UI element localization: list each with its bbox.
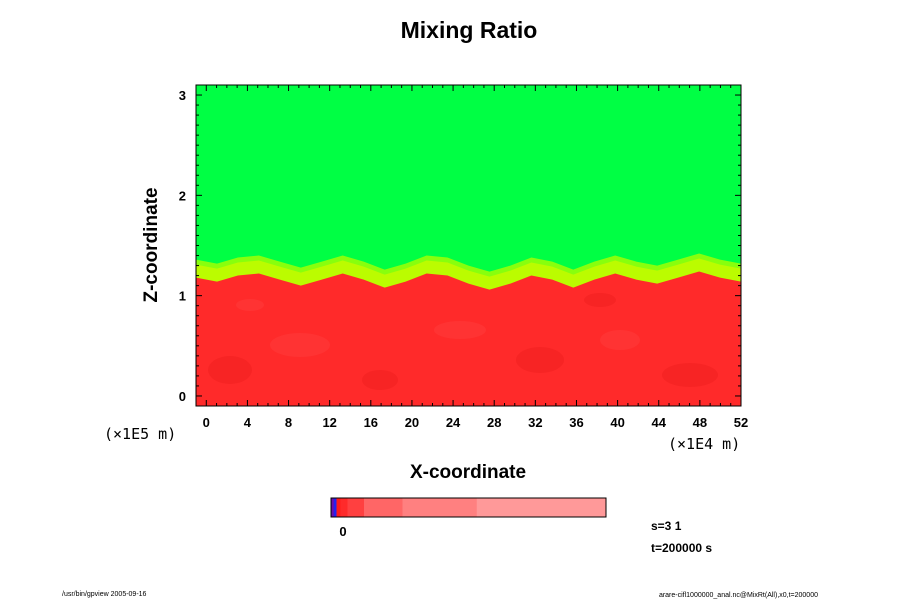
texture-blob — [362, 370, 398, 390]
x-tick-label: 36 — [569, 415, 583, 430]
plot-area — [195, 84, 742, 407]
texture-blob — [662, 363, 718, 387]
colorbar-frame — [330, 497, 607, 518]
chart-title: Mixing Ratio — [401, 17, 538, 43]
y-tick-label: 0 — [179, 389, 186, 404]
texture-blob — [236, 299, 264, 311]
x-tick-label: 20 — [405, 415, 419, 430]
info-line-1: s=3 1 — [651, 519, 682, 533]
info-line-2: t=200000 s — [651, 541, 712, 555]
x-tick-label: 52 — [734, 415, 748, 430]
axis-ticks — [195, 84, 742, 406]
x-tick-label: 0 — [203, 415, 210, 430]
y-tick-label: 3 — [179, 88, 186, 103]
footer-right: arare-cifl1000000_anal.nc@MixRt(All),x0,… — [659, 592, 818, 599]
x-tick-label: 32 — [528, 415, 542, 430]
y-tick-labels: 0 1 2 3 — [179, 88, 186, 404]
x-scale-label: (×1E4 m) — [668, 435, 740, 453]
texture-blob — [208, 356, 252, 384]
colorbar-segment — [336, 498, 341, 517]
colorbar-segment — [476, 498, 607, 517]
x-tick-labels: 0 4 8 12 16 20 24 28 32 36 40 44 48 52 — [203, 415, 749, 430]
colorbar-segment — [364, 498, 403, 517]
x-tick-label: 48 — [693, 415, 707, 430]
colorbar — [331, 498, 607, 517]
colorbar-segment — [333, 498, 337, 517]
x-axis-label: X-coordinate — [410, 462, 526, 483]
y-tick-label: 1 — [179, 289, 186, 304]
y-scale-label: (×1E5 m) — [104, 425, 176, 443]
colorbar-label: 0 — [339, 524, 346, 539]
colorbar-segment — [340, 498, 348, 517]
y-axis-label: Z-coordinate — [141, 187, 162, 302]
colorbar-segment — [347, 498, 365, 517]
footer-left: /usr/bin/gpview 2005-09-16 — [62, 591, 147, 598]
x-tick-label: 16 — [364, 415, 378, 430]
x-tick-label: 4 — [244, 415, 252, 430]
texture-blob — [434, 321, 486, 339]
x-tick-label: 8 — [285, 415, 292, 430]
x-tick-label: 24 — [446, 415, 461, 430]
colorbar-segment — [331, 498, 335, 517]
x-tick-label: 28 — [487, 415, 501, 430]
texture-blob — [600, 330, 640, 350]
lower-layer-texture — [208, 293, 718, 390]
y-tick-label: 2 — [179, 188, 186, 203]
texture-blob — [516, 347, 564, 373]
texture-blob — [584, 293, 616, 307]
x-tick-label: 40 — [610, 415, 624, 430]
x-tick-label: 12 — [322, 415, 336, 430]
colorbar-segment — [402, 498, 478, 517]
x-tick-label: 44 — [652, 415, 667, 430]
texture-blob — [270, 333, 330, 357]
